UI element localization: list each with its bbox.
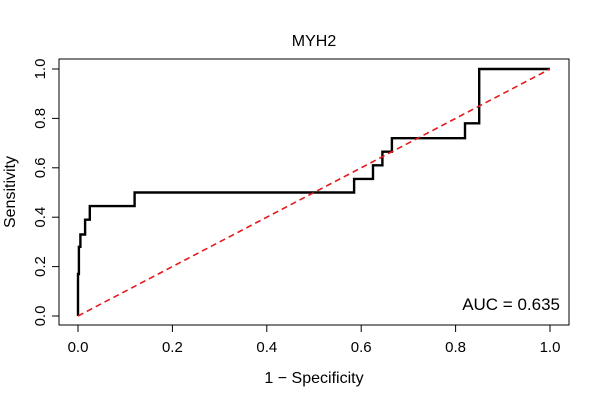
y-axis-title: Sensitivity xyxy=(2,156,19,228)
chart-title: MYH2 xyxy=(292,33,337,50)
roc-curve-line xyxy=(76,67,550,316)
auc-annotation: AUC = 0.635 xyxy=(462,295,560,314)
y-tick-label: 0.8 xyxy=(32,108,49,129)
x-tick-label: 0.4 xyxy=(256,339,277,356)
y-tick-label: 0.6 xyxy=(32,157,49,178)
x-tick-label: 1.0 xyxy=(540,339,561,356)
y-tick-label: 0.2 xyxy=(32,256,49,277)
x-tick-label: 0.2 xyxy=(162,339,183,356)
x-axis: 0.0 0.2 0.4 0.6 0.8 1.0 xyxy=(68,325,561,356)
y-tick-label: 0.0 xyxy=(32,306,49,327)
x-axis-title: 1 − Specificity xyxy=(264,370,363,387)
y-tick-label: 1.0 xyxy=(32,59,49,80)
y-axis: 0.0 0.2 0.4 0.6 0.8 1.0 xyxy=(32,59,59,327)
plot-frame xyxy=(58,58,570,326)
x-tick-label: 0.0 xyxy=(68,339,89,356)
reference-diagonal-line xyxy=(77,68,551,317)
y-tick-label: 0.4 xyxy=(32,207,49,228)
series-layer xyxy=(76,67,551,317)
x-tick-label: 0.6 xyxy=(351,339,372,356)
x-tick-label: 0.8 xyxy=(445,339,466,356)
